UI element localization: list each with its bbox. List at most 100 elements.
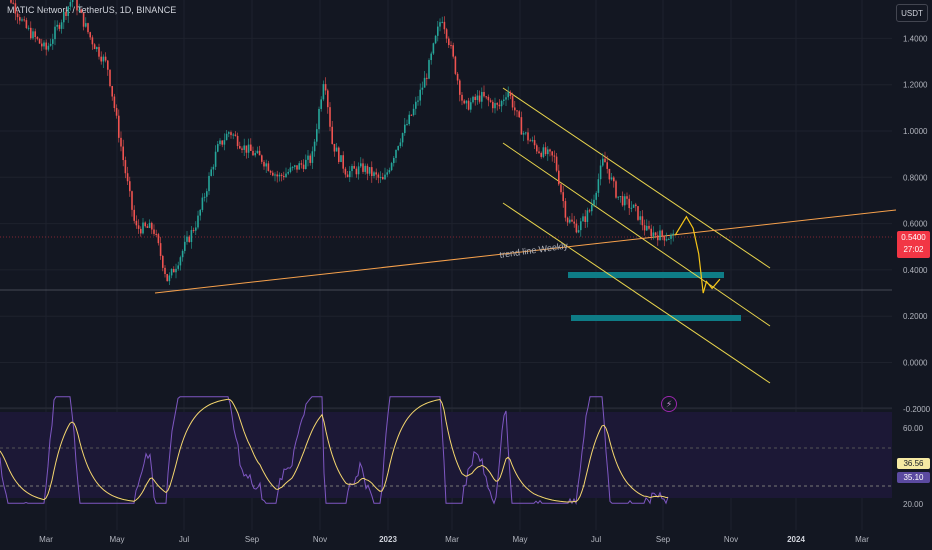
candle-body [265,163,267,167]
price-tick-label: 0.4000 [903,266,928,275]
rsi-line [0,396,669,506]
candle-body [558,170,560,185]
candle-body [245,145,248,153]
candle-body [36,37,39,39]
candle-body [69,2,72,7]
candle-body [412,108,415,116]
candle-body [503,99,505,101]
candle-body [195,227,197,231]
candle-body [599,165,602,180]
candle-body [217,144,219,152]
candle-body [346,174,349,178]
channel-lower[interactable] [502,202,771,384]
candle-body [555,156,558,171]
candle-body [280,174,283,176]
candle-body [597,179,600,193]
candle-body [665,239,668,241]
candle-body [23,19,25,21]
candle-body [140,228,142,234]
candle-body [181,250,184,258]
candle-body [456,73,459,81]
candle-body [443,21,446,30]
candle-body [67,6,69,16]
candle-body [481,91,483,102]
candle-body [404,124,406,134]
candle-body [364,165,366,172]
time-tick-label: Mar [855,535,869,544]
candle-body [472,96,474,103]
candle-body [254,153,256,156]
candle-body [452,45,454,57]
candle-body [344,168,347,175]
candle-body [124,160,127,174]
price-tick-label: 0.2000 [903,312,928,321]
candle-body [146,226,149,228]
candle-body [157,234,160,244]
channel-middle[interactable] [502,142,771,327]
candle-body [384,174,386,180]
candle-body [16,13,19,18]
candle-body [408,114,410,125]
candle-body [87,23,89,33]
candle-body [357,166,360,175]
candle-body [551,151,553,156]
candle-body [305,159,307,170]
candle-body [166,274,168,282]
support-zone-upper[interactable] [568,272,724,278]
candle-body [98,47,100,57]
candle-body [118,115,120,138]
candle-body [652,232,655,237]
candle-body [148,222,151,228]
candle-body [560,184,562,193]
candle-body [234,134,237,136]
candle-body [419,89,421,101]
current-price-value: 0.5400 [901,233,926,242]
channel-upper[interactable] [502,87,771,269]
candle-body [168,275,171,282]
rsi-band [0,412,892,498]
candle-body [366,165,369,174]
candle-body [228,132,230,134]
candle-body [485,96,487,98]
candle-body [335,147,338,152]
weekly-trendline[interactable] [154,209,897,294]
candle-body [107,60,109,70]
candle-body [661,230,663,236]
candle-body [197,215,199,228]
lightning-icon[interactable]: ⚡ [661,396,677,412]
candle-body [395,150,397,158]
current-price-label: 0.5400 27:02 [897,231,930,258]
candle-body [12,2,14,4]
candle-body [399,142,402,147]
price-tick-label: 0.0000 [903,359,928,368]
candle-body [80,9,83,13]
time-axis[interactable]: Mar May Jul Sep Nov 2023 Mar May Jul Sep Nov 2024 Ma… [39,535,869,544]
candle-body [617,196,619,198]
candle-body [439,22,441,27]
price-axis[interactable]: 1.4000 1.2000 1.0000 0.8000 0.6000 0.4000 0.20… [903,34,931,413]
time-tick-label: Sep [245,535,260,544]
candle-body [89,32,91,38]
candle-body [289,167,292,172]
candle-body [210,169,212,176]
candle-body [525,132,527,134]
candle-body [635,204,637,207]
candle-body [170,269,173,276]
candle-body [327,90,329,108]
support-zone-lower[interactable] [571,315,741,321]
candle-body [32,31,34,39]
candle-body [153,229,155,234]
candle-body [602,158,604,166]
candle-body [133,209,135,221]
currency-badge[interactable]: USDT [896,4,928,22]
candle-body [531,140,534,142]
time-tick-label: May [512,535,527,544]
candle-body [342,155,344,169]
candle-body [122,146,124,161]
rsi-axis[interactable]: 60.00 20.00 [903,424,924,509]
candle-body [626,196,628,199]
price-candles [10,0,674,285]
candle-body [580,221,582,231]
candle-body [505,97,507,100]
